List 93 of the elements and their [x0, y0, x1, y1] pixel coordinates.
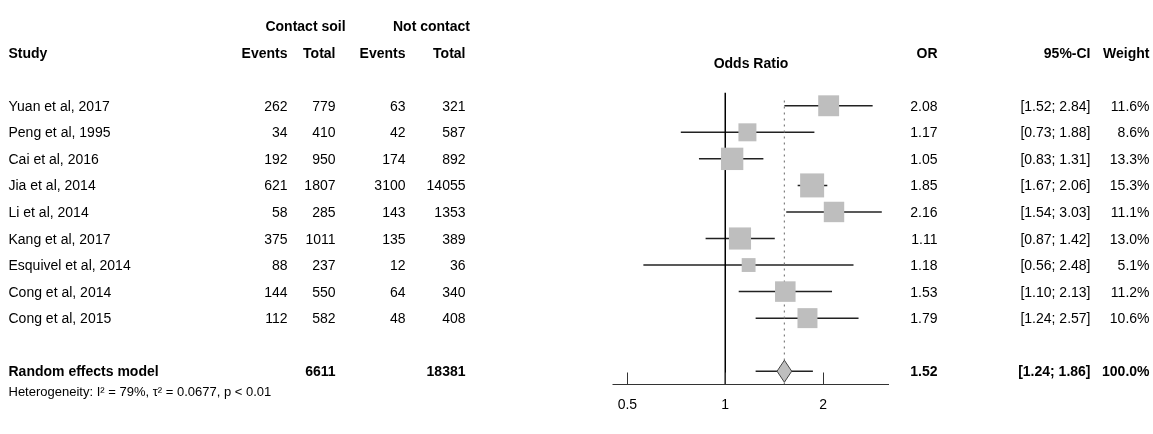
text: 410 [312, 124, 336, 141]
text: [1.67; 2.06] [1020, 177, 1091, 194]
text: 3100 [374, 177, 406, 194]
text: 389 [442, 230, 466, 247]
text: 1.52 [910, 363, 938, 380]
text: 143 [382, 203, 406, 220]
text: 2.16 [910, 203, 938, 220]
text: 174 [382, 150, 406, 167]
text: 64 [389, 283, 406, 300]
text: Contact soil [265, 18, 346, 35]
text: 10.6% [1109, 310, 1150, 327]
text: 63 [389, 97, 406, 114]
text: Cong et al, 2015 [8, 310, 112, 327]
text: 237 [312, 257, 336, 274]
text: Study [8, 44, 48, 61]
text: Yuan et al, 2017 [8, 97, 110, 114]
text: 1.53 [910, 283, 938, 300]
text: Not contact [393, 18, 471, 35]
text: Kang et al, 2017 [8, 230, 111, 247]
text: [0.73; 1.88] [1020, 124, 1091, 141]
text: 13.0% [1109, 230, 1150, 247]
text: Cai et al, 2016 [8, 150, 99, 167]
text: 1807 [304, 177, 336, 194]
text: 321 [442, 97, 466, 114]
text: 1011 [305, 230, 336, 247]
text: 1.18 [910, 257, 938, 274]
text: 18381 [426, 363, 466, 380]
text: 8.6% [1117, 124, 1150, 141]
text: 58 [271, 203, 288, 220]
text: 48 [389, 310, 406, 327]
text: 1.11 [911, 230, 938, 247]
text: 11.6% [1110, 97, 1150, 114]
text: 550 [312, 283, 336, 300]
x-tick-label: 2 [819, 395, 828, 412]
text: Events [241, 44, 288, 61]
text: 100.0% [1102, 363, 1151, 380]
text: 6611 [305, 363, 336, 380]
text: 11.2% [1110, 283, 1150, 300]
text: Peng et al, 1995 [8, 124, 111, 141]
text: Li et al, 2014 [8, 203, 89, 220]
text: 2.08 [910, 97, 938, 114]
text: [1.52; 2.84] [1020, 97, 1091, 114]
text: 192 [264, 150, 288, 167]
text: [0.87; 1.42] [1020, 230, 1091, 247]
text: 5.1% [1117, 257, 1150, 274]
text: 1.05 [910, 150, 938, 167]
text: 15.3% [1109, 177, 1150, 194]
text: 14055 [426, 177, 466, 194]
text: 262 [264, 97, 288, 114]
text: 36 [449, 257, 466, 274]
text: 1.79 [910, 310, 938, 327]
text: [1.24; 2.57] [1020, 310, 1091, 327]
text: Random effects model [8, 363, 159, 380]
text: 42 [389, 124, 406, 141]
text: 621 [264, 177, 288, 194]
x-tick-label: 0.5 [617, 395, 638, 412]
text: [1.10; 2.13] [1020, 283, 1091, 300]
text: 11.1% [1110, 203, 1150, 220]
text: 375 [264, 230, 288, 247]
text: Jia et al, 2014 [8, 177, 96, 194]
text: 112 [265, 310, 288, 327]
text: 95%-CI [1043, 44, 1091, 61]
text: 340 [442, 283, 466, 300]
text: 582 [312, 310, 336, 327]
text: Cong et al, 2014 [8, 283, 112, 300]
text: 13.3% [1109, 150, 1150, 167]
text: 88 [271, 257, 288, 274]
text: Heterogeneity: I² = 79%, τ² = 0.0677, p < 0.01 [8, 383, 272, 399]
text: 1353 [434, 203, 466, 220]
text: 285 [312, 203, 336, 220]
text: Total [433, 44, 466, 61]
text: 144 [264, 283, 288, 300]
text: Events [359, 44, 406, 61]
text: [0.83; 1.31] [1020, 150, 1091, 167]
text: 587 [442, 124, 466, 141]
text: 1.17 [910, 124, 938, 141]
text: 779 [312, 97, 336, 114]
text: Esquivel et al, 2014 [8, 257, 131, 274]
text: 408 [442, 310, 466, 327]
text: [0.56; 2.48] [1020, 257, 1091, 274]
text: [1.24; 1.86] [1018, 363, 1091, 380]
text: 12 [389, 257, 406, 274]
text: OR [916, 44, 938, 61]
text: 892 [442, 150, 466, 167]
text: Weight [1103, 44, 1150, 61]
text: 1.85 [910, 177, 938, 194]
text: 950 [312, 150, 336, 167]
chart-title: Odds Ratio [713, 54, 789, 71]
text: 34 [271, 124, 288, 141]
text: [1.54; 3.03] [1020, 203, 1091, 220]
text: 135 [382, 230, 406, 247]
text: Total [303, 44, 336, 61]
x-tick-label: 1 [721, 395, 730, 412]
